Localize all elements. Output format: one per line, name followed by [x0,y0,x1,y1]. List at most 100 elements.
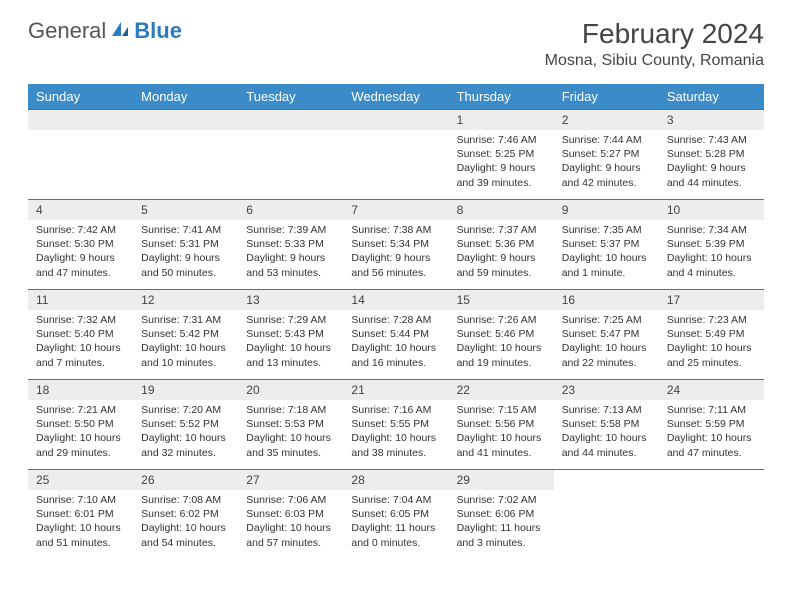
weekday-header: Tuesday [238,84,343,110]
title-block: February 2024 Mosna, Sibiu County, Roman… [545,18,764,70]
day-number: 22 [449,380,554,400]
day-details: Sunrise: 7:02 AMSunset: 6:06 PMDaylight:… [449,490,554,556]
daylight-line: Daylight: 10 hours and 16 minutes. [351,341,440,369]
calendar-cell: 27Sunrise: 7:06 AMSunset: 6:03 PMDayligh… [238,470,343,560]
sunset-line: Sunset: 5:30 PM [36,237,125,251]
sunset-line: Sunset: 5:55 PM [351,417,440,431]
calendar-cell: 9Sunrise: 7:35 AMSunset: 5:37 PMDaylight… [554,200,659,290]
day-details: Sunrise: 7:06 AMSunset: 6:03 PMDaylight:… [238,490,343,556]
sunset-line: Sunset: 5:47 PM [562,327,651,341]
sunset-line: Sunset: 5:49 PM [667,327,756,341]
day-number: 3 [659,110,764,130]
calendar-cell: 13Sunrise: 7:29 AMSunset: 5:43 PMDayligh… [238,290,343,380]
calendar-cell: 17Sunrise: 7:23 AMSunset: 5:49 PMDayligh… [659,290,764,380]
daylight-line: Daylight: 10 hours and 4 minutes. [667,251,756,279]
daylight-line: Daylight: 10 hours and 51 minutes. [36,521,125,549]
daylight-line: Daylight: 9 hours and 42 minutes. [562,161,651,189]
day-number: 18 [28,380,133,400]
daylight-line: Daylight: 10 hours and 35 minutes. [246,431,335,459]
day-details: Sunrise: 7:11 AMSunset: 5:59 PMDaylight:… [659,400,764,466]
sunset-line: Sunset: 5:53 PM [246,417,335,431]
sunset-line: Sunset: 6:01 PM [36,507,125,521]
calendar-cell: 11Sunrise: 7:32 AMSunset: 5:40 PMDayligh… [28,290,133,380]
daylight-line: Daylight: 10 hours and 19 minutes. [457,341,546,369]
daylight-line: Daylight: 9 hours and 53 minutes. [246,251,335,279]
sunset-line: Sunset: 6:05 PM [351,507,440,521]
sunrise-line: Sunrise: 7:35 AM [562,223,651,237]
sunrise-line: Sunrise: 7:11 AM [667,403,756,417]
daylight-line: Daylight: 10 hours and 1 minute. [562,251,651,279]
calendar-cell-empty [238,110,343,200]
daylight-line: Daylight: 10 hours and 10 minutes. [141,341,230,369]
sunrise-line: Sunrise: 7:39 AM [246,223,335,237]
day-details: Sunrise: 7:16 AMSunset: 5:55 PMDaylight:… [343,400,448,466]
sunset-line: Sunset: 6:02 PM [141,507,230,521]
day-details: Sunrise: 7:28 AMSunset: 5:44 PMDaylight:… [343,310,448,376]
day-number: 25 [28,470,133,490]
day-number: 7 [343,200,448,220]
calendar-cell-empty [28,110,133,200]
sunrise-line: Sunrise: 7:31 AM [141,313,230,327]
sunrise-line: Sunrise: 7:46 AM [457,133,546,147]
sunset-line: Sunset: 5:58 PM [562,417,651,431]
sunrise-line: Sunrise: 7:32 AM [36,313,125,327]
calendar-cell: 20Sunrise: 7:18 AMSunset: 5:53 PMDayligh… [238,380,343,470]
calendar-cell: 16Sunrise: 7:25 AMSunset: 5:47 PMDayligh… [554,290,659,380]
sunset-line: Sunset: 5:25 PM [457,147,546,161]
calendar-cell: 21Sunrise: 7:16 AMSunset: 5:55 PMDayligh… [343,380,448,470]
day-number: 17 [659,290,764,310]
calendar-cell: 18Sunrise: 7:21 AMSunset: 5:50 PMDayligh… [28,380,133,470]
sunset-line: Sunset: 5:52 PM [141,417,230,431]
calendar-cell: 14Sunrise: 7:28 AMSunset: 5:44 PMDayligh… [343,290,448,380]
daylight-line: Daylight: 10 hours and 44 minutes. [562,431,651,459]
daylight-line: Daylight: 10 hours and 41 minutes. [457,431,546,459]
calendar-row: 4Sunrise: 7:42 AMSunset: 5:30 PMDaylight… [28,200,764,290]
daylight-line: Daylight: 9 hours and 44 minutes. [667,161,756,189]
day-details: Sunrise: 7:44 AMSunset: 5:27 PMDaylight:… [554,130,659,196]
calendar-cell: 26Sunrise: 7:08 AMSunset: 6:02 PMDayligh… [133,470,238,560]
calendar-cell-empty [659,470,764,560]
day-details: Sunrise: 7:46 AMSunset: 5:25 PMDaylight:… [449,130,554,196]
day-details: Sunrise: 7:34 AMSunset: 5:39 PMDaylight:… [659,220,764,286]
weekday-header-row: SundayMondayTuesdayWednesdayThursdayFrid… [28,84,764,110]
sunrise-line: Sunrise: 7:29 AM [246,313,335,327]
sunset-line: Sunset: 5:50 PM [36,417,125,431]
day-details: Sunrise: 7:32 AMSunset: 5:40 PMDaylight:… [28,310,133,376]
sunset-line: Sunset: 5:59 PM [667,417,756,431]
logo-text-general: General [28,18,106,44]
calendar-cell: 2Sunrise: 7:44 AMSunset: 5:27 PMDaylight… [554,110,659,200]
calendar-cell: 7Sunrise: 7:38 AMSunset: 5:34 PMDaylight… [343,200,448,290]
calendar-row: 18Sunrise: 7:21 AMSunset: 5:50 PMDayligh… [28,380,764,470]
sunrise-line: Sunrise: 7:28 AM [351,313,440,327]
day-number: 29 [449,470,554,490]
day-number: 12 [133,290,238,310]
daylight-line: Daylight: 10 hours and 57 minutes. [246,521,335,549]
daylight-line: Daylight: 9 hours and 59 minutes. [457,251,546,279]
sunrise-line: Sunrise: 7:41 AM [141,223,230,237]
day-details: Sunrise: 7:43 AMSunset: 5:28 PMDaylight:… [659,130,764,196]
daylight-line: Daylight: 10 hours and 7 minutes. [36,341,125,369]
day-number: 1 [449,110,554,130]
calendar-row: 25Sunrise: 7:10 AMSunset: 6:01 PMDayligh… [28,470,764,560]
sunset-line: Sunset: 5:31 PM [141,237,230,251]
sunrise-line: Sunrise: 7:34 AM [667,223,756,237]
sunrise-line: Sunrise: 7:08 AM [141,493,230,507]
day-details: Sunrise: 7:15 AMSunset: 5:56 PMDaylight:… [449,400,554,466]
sail-icon [110,20,130,43]
sunrise-line: Sunrise: 7:38 AM [351,223,440,237]
day-details: Sunrise: 7:04 AMSunset: 6:05 PMDaylight:… [343,490,448,556]
calendar-row: 1Sunrise: 7:46 AMSunset: 5:25 PMDaylight… [28,110,764,200]
daylight-line: Daylight: 10 hours and 32 minutes. [141,431,230,459]
sunrise-line: Sunrise: 7:06 AM [246,493,335,507]
day-details: Sunrise: 7:13 AMSunset: 5:58 PMDaylight:… [554,400,659,466]
sunset-line: Sunset: 5:28 PM [667,147,756,161]
day-number: 24 [659,380,764,400]
daylight-line: Daylight: 9 hours and 56 minutes. [351,251,440,279]
calendar-cell-empty [133,110,238,200]
day-details: Sunrise: 7:20 AMSunset: 5:52 PMDaylight:… [133,400,238,466]
day-number: 27 [238,470,343,490]
day-details: Sunrise: 7:31 AMSunset: 5:42 PMDaylight:… [133,310,238,376]
day-number: 23 [554,380,659,400]
weekday-header: Sunday [28,84,133,110]
day-details: Sunrise: 7:08 AMSunset: 6:02 PMDaylight:… [133,490,238,556]
